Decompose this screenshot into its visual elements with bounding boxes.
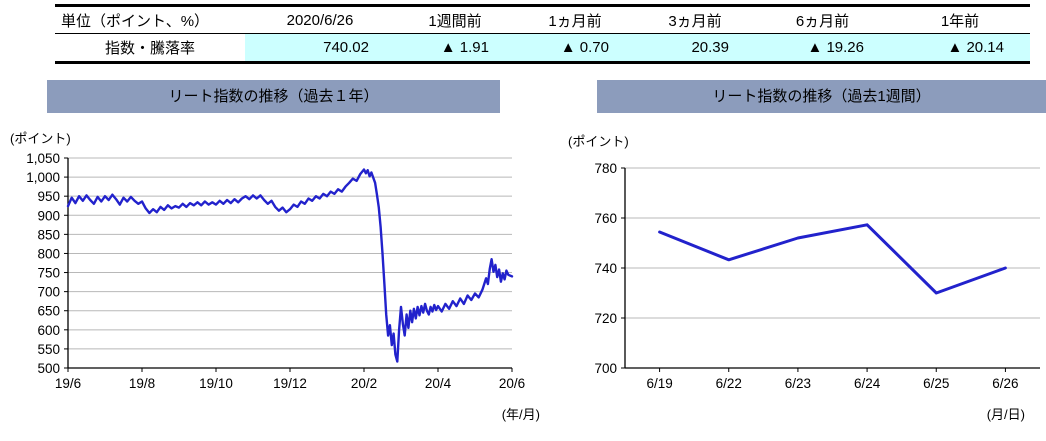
x-tick-label: 6/23	[785, 376, 811, 391]
value-1year-change: ▲ 20.14	[890, 33, 1030, 63]
x-tick-label: 19/12	[273, 376, 307, 391]
y-tick-label: 550	[37, 342, 60, 357]
x-tick-label: 20/6	[499, 376, 525, 391]
series-line	[66, 168, 514, 363]
index-summary-table: 単位（ポイント、%） 2020/6/26 1週間前 1ヵ月前 3ヵ月前 6ヵ月前…	[55, 4, 1030, 64]
x-tick-label: 19/10	[199, 376, 233, 391]
header-6months-ago: 6ヵ月前	[755, 5, 890, 34]
x-tick-label: 20/4	[425, 376, 452, 391]
y-tick-label: 720	[594, 311, 617, 326]
y-tick-label: 500	[37, 361, 60, 376]
chart2-x-axis-unit-label: (月/日)	[986, 407, 1025, 422]
x-tick-label: 20/2	[351, 376, 377, 391]
row-label-index-change: 指数・騰落率	[55, 33, 245, 63]
x-tick-label: 6/24	[854, 376, 881, 391]
value-1month-change: ▲ 0.70	[515, 33, 635, 63]
header-1month-ago: 1ヵ月前	[515, 5, 635, 34]
x-tick-label: 19/6	[55, 376, 81, 391]
value-latest: 740.02	[245, 33, 395, 63]
chart1-x-axis-unit-label: (年/月)	[501, 407, 540, 422]
chart1-y-axis-unit-label: (ポイント)	[10, 131, 71, 146]
chart2-y-axis-unit-label: (ポイント)	[568, 134, 629, 149]
header-1week-ago: 1週間前	[395, 5, 515, 34]
value-3month-change: 20.39	[635, 33, 755, 63]
x-tick-label: 6/26	[992, 376, 1018, 391]
y-tick-label: 600	[37, 323, 60, 338]
y-tick-label: 850	[37, 227, 60, 242]
header-unit: 単位（ポイント、%）	[55, 5, 245, 34]
y-tick-label: 950	[37, 189, 60, 204]
y-tick-label: 750	[37, 266, 60, 281]
chart-title-1year: リート指数の推移（過去１年）	[47, 80, 500, 113]
value-1week-change: ▲ 1.91	[395, 33, 515, 63]
y-tick-label: 760	[594, 211, 617, 226]
x-tick-label: 19/8	[129, 376, 155, 391]
y-tick-label: 1,000	[26, 170, 60, 185]
y-tick-label: 900	[37, 208, 60, 223]
value-6month-change: ▲ 19.26	[755, 33, 890, 63]
x-tick-label: 6/22	[716, 376, 742, 391]
table-row: 指数・騰落率 740.02 ▲ 1.91 ▲ 0.70 20.39 ▲ 19.2…	[55, 33, 1030, 63]
header-1year-ago: 1年前	[890, 5, 1030, 34]
header-latest-date: 2020/6/26	[245, 5, 395, 34]
y-tick-label: 650	[37, 304, 60, 319]
y-tick-label: 700	[37, 285, 60, 300]
reit-index-1week-chart: 700 720 740 760 780 6/19 6/22 6/23 6/24 6/25 6/26	[594, 161, 1040, 391]
y-tick-label: 740	[594, 261, 617, 276]
header-3months-ago: 3ヵ月前	[635, 5, 755, 34]
x-tick-label: 6/19	[646, 376, 672, 391]
series-line	[658, 223, 1007, 295]
y-tick-label: 1,050	[26, 151, 60, 166]
reit-index-1year-chart: 500 550 600 650 700 750 800 850 900 950 1,000 1,050…	[26, 151, 525, 391]
table-header-row: 単位（ポイント、%） 2020/6/26 1週間前 1ヵ月前 3ヵ月前 6ヵ月前…	[55, 5, 1030, 34]
x-tick-label: 6/25	[923, 376, 949, 391]
y-tick-label: 800	[37, 246, 60, 261]
y-tick-label: 700	[594, 361, 617, 376]
chart-title-1week: リート指数の推移（過去1週間）	[597, 80, 1046, 113]
y-tick-label: 780	[594, 161, 617, 176]
